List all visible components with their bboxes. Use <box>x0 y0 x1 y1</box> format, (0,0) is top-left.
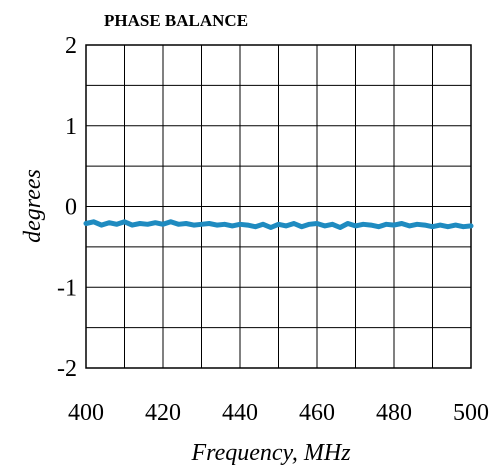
data-point <box>314 221 320 226</box>
data-point <box>176 222 181 227</box>
data-point <box>307 222 312 227</box>
x-tick-label-400: 400 <box>68 400 104 426</box>
x-axis-label: Frequency, MHz <box>190 440 351 466</box>
data-point <box>407 223 412 229</box>
data-point <box>122 219 127 224</box>
data-point <box>207 221 212 226</box>
data-point <box>114 222 120 227</box>
data-point <box>268 225 273 230</box>
data-point <box>83 221 89 226</box>
data-point <box>106 220 112 225</box>
data-point <box>91 219 96 224</box>
y-tick-label-0: 0 <box>65 195 77 221</box>
data-point <box>345 221 350 226</box>
y-tick-label-2: 2 <box>65 33 77 59</box>
x-tick-labels: 400 420 440 460 480 500 <box>68 400 489 426</box>
data-point <box>384 222 389 227</box>
data-point <box>330 222 335 227</box>
data-point <box>438 222 443 228</box>
x-tick-label-460: 460 <box>299 400 335 426</box>
data-point <box>130 222 135 228</box>
x-tick-label-480: 480 <box>376 400 412 426</box>
y-tick-label--2: -2 <box>57 356 77 382</box>
chart-title: PHASE BALANCE <box>104 11 248 30</box>
x-tick-label-420: 420 <box>145 400 181 426</box>
data-point <box>399 221 404 226</box>
data-point <box>337 225 343 230</box>
data-point <box>445 224 451 229</box>
y-tick-label-1: 1 <box>65 114 77 140</box>
data-point <box>368 222 374 228</box>
data-point <box>214 222 220 228</box>
data-point <box>453 222 458 228</box>
data-point <box>276 222 281 227</box>
data-point <box>153 220 158 225</box>
data-point <box>284 223 289 229</box>
data-point <box>99 222 104 228</box>
data-point <box>299 224 304 229</box>
data-point <box>461 224 466 229</box>
series-layer <box>83 219 474 230</box>
data-point <box>353 223 358 229</box>
data-point <box>260 222 266 227</box>
data-point <box>391 222 397 228</box>
x-tick-label-500: 500 <box>453 400 489 426</box>
data-point <box>414 222 420 227</box>
data-point <box>137 221 143 226</box>
y-axis-label: degrees <box>20 169 46 243</box>
data-point <box>361 222 366 227</box>
data-point <box>145 222 150 227</box>
data-point <box>291 221 297 226</box>
data-point <box>222 222 227 227</box>
data-point <box>237 222 243 227</box>
data-point <box>245 222 250 228</box>
data-point <box>253 224 258 229</box>
data-point <box>230 223 235 229</box>
data-point <box>191 222 196 228</box>
y-tick-label--1: -1 <box>57 275 77 301</box>
data-point <box>430 224 435 229</box>
data-point <box>183 221 189 226</box>
plot-grid <box>85 44 472 369</box>
x-tick-label-440: 440 <box>222 400 258 426</box>
data-point <box>468 223 474 229</box>
data-point <box>376 224 381 229</box>
data-point <box>160 222 166 227</box>
data-point <box>322 223 327 229</box>
data-point <box>199 222 204 227</box>
plot-frame <box>85 44 472 369</box>
data-point <box>168 219 173 224</box>
y-tick-labels: -2 -1 0 1 2 <box>57 33 77 382</box>
data-point <box>422 222 427 228</box>
